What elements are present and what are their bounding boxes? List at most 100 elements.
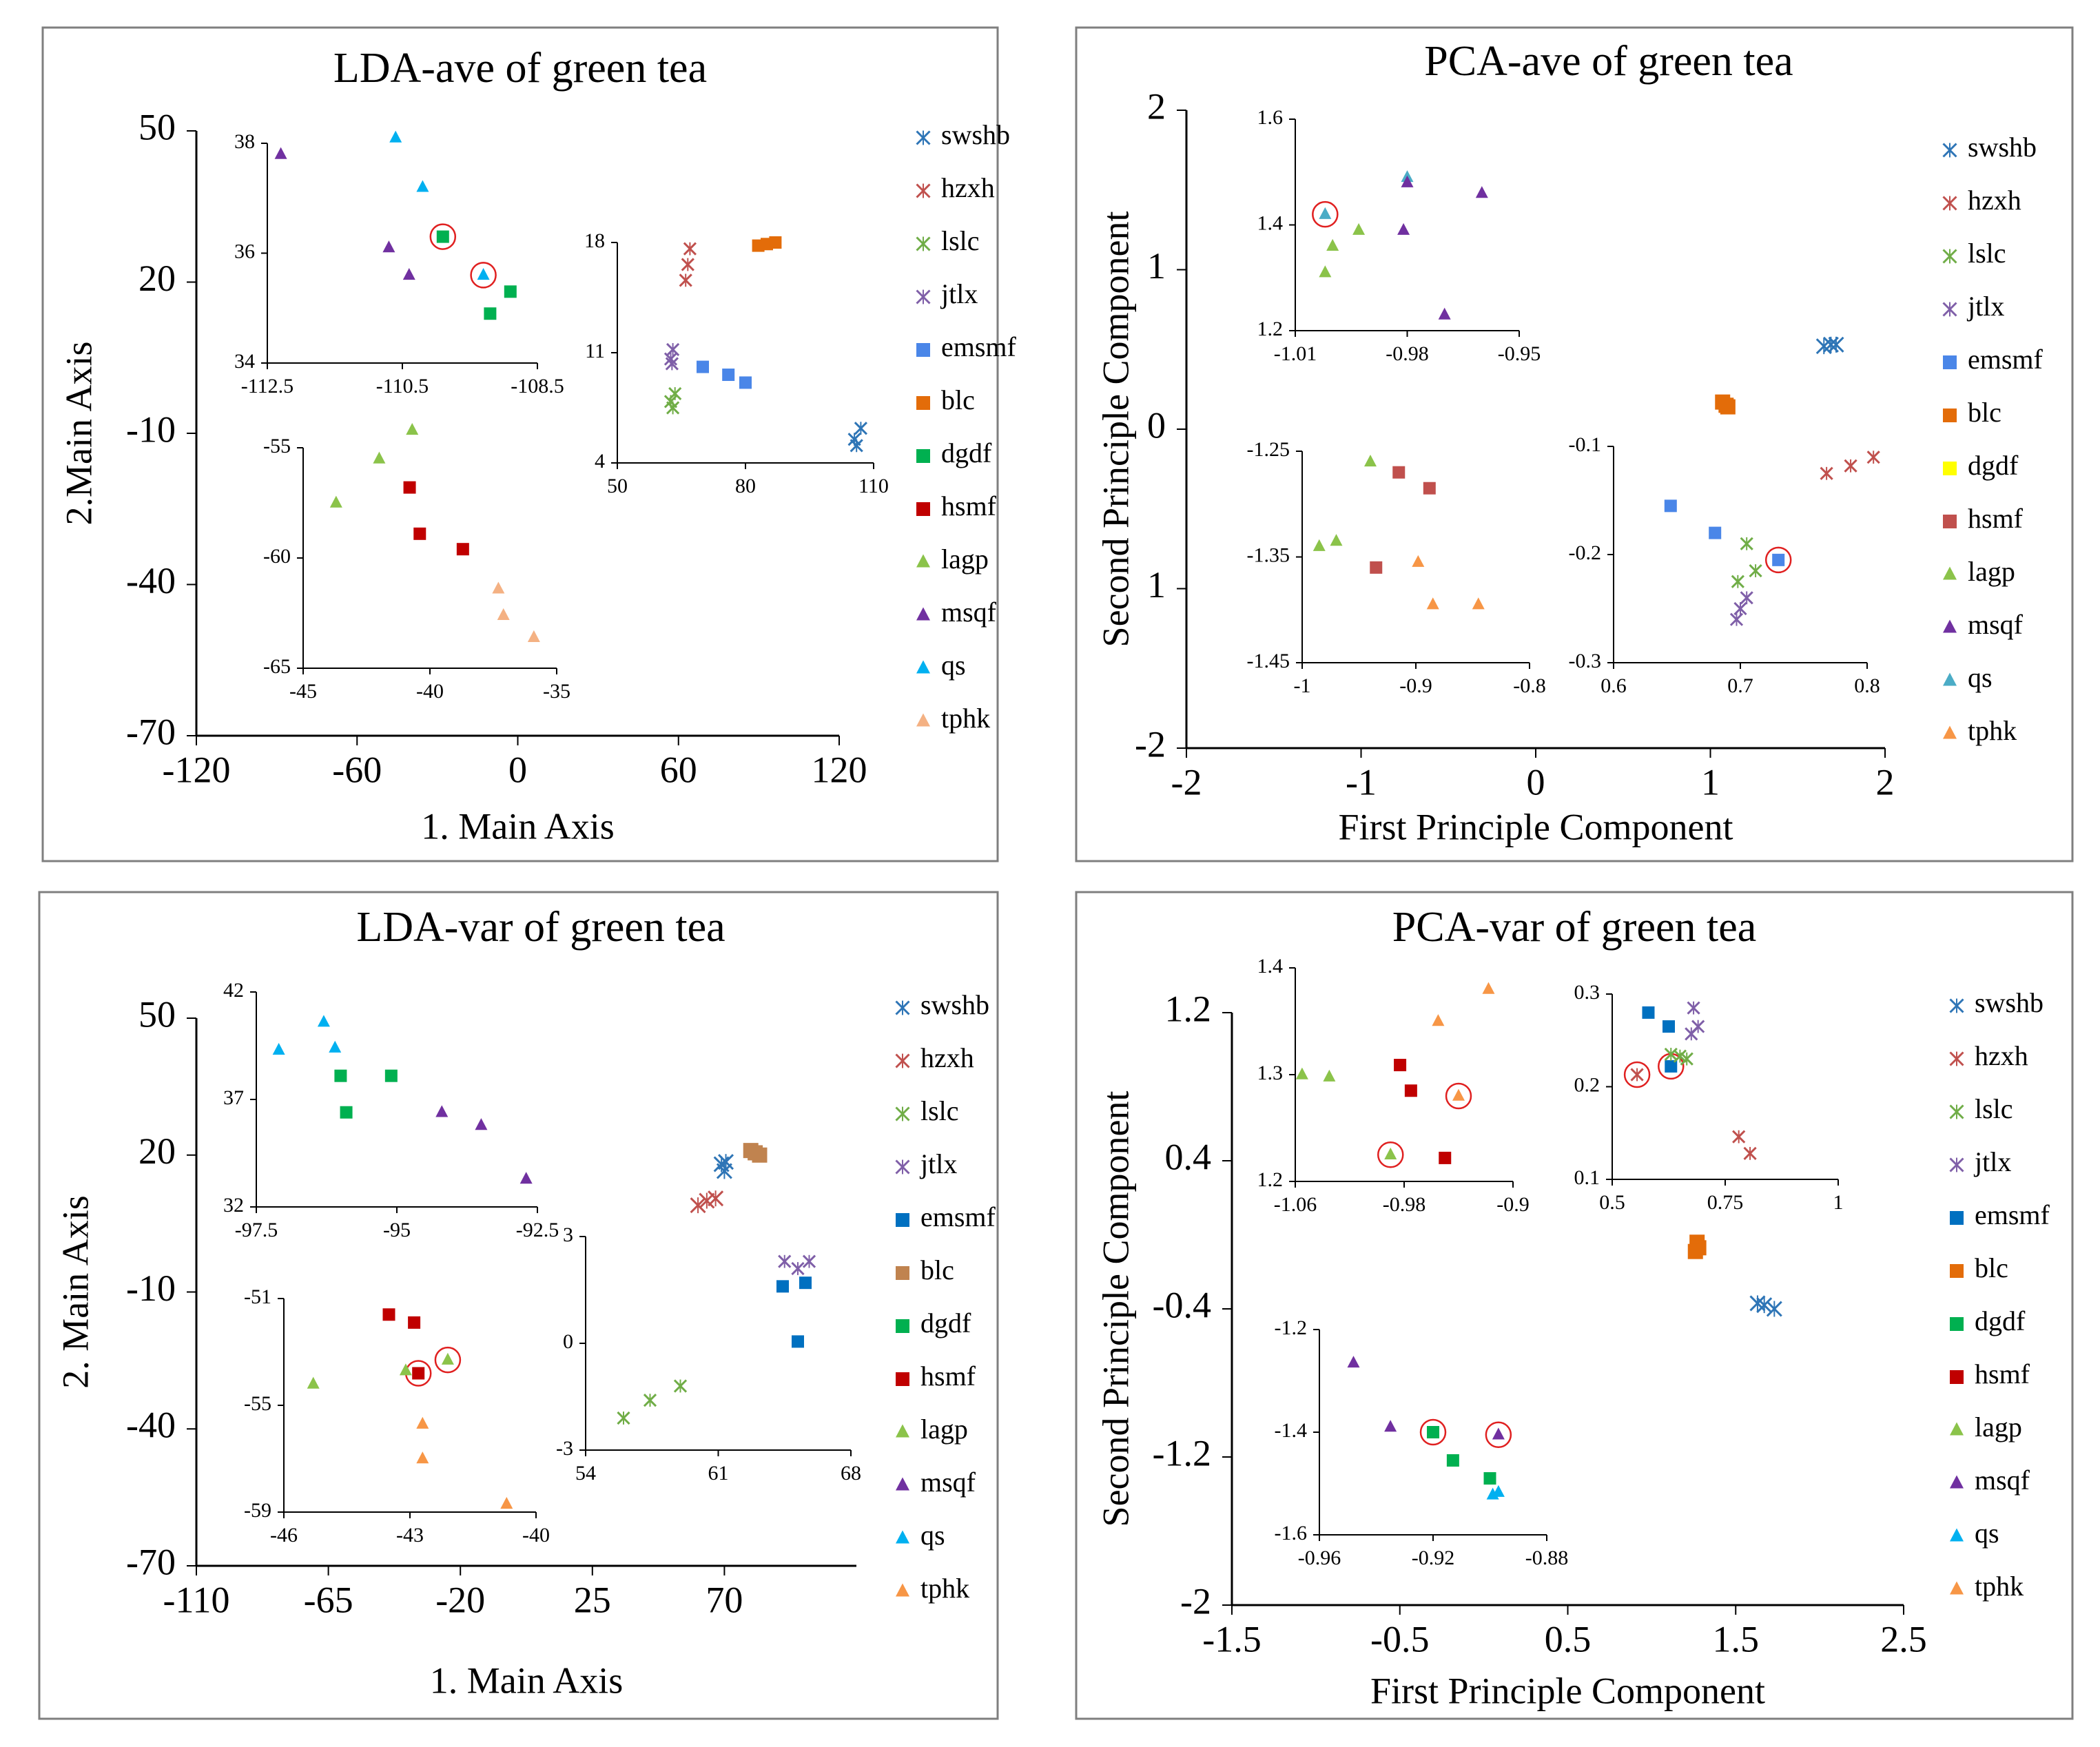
legend-label-hsmf: hsmf (920, 1361, 976, 1392)
legend-marker-emsmf (896, 1213, 909, 1227)
inset-y-tick-label: -1.45 (1247, 650, 1290, 672)
point-blc (1720, 399, 1736, 415)
highlight-circle (434, 1346, 462, 1374)
point-emsmf (1665, 1059, 1678, 1073)
legend-marker-msqf (1943, 619, 1957, 633)
inset-x-tick-label: -1.06 (1274, 1193, 1317, 1216)
inset-y-tick-label: -0.1 (1569, 433, 1602, 456)
inset-1: -1.06 -0.98 -0.9 1.4 1.3 1.2 (1257, 955, 1530, 1216)
point-emsmf (1662, 1020, 1675, 1033)
legend-marker-hzxh (895, 1053, 910, 1068)
point-qs (389, 130, 402, 143)
inset-y-tick-label: -1.6 (1275, 1522, 1308, 1544)
point-jtlx (1687, 1001, 1700, 1015)
chart-panel-4: PCA-var of green tea -1.5 -0.5 0.5 1.5 2.5 1.2… (1075, 891, 2074, 1720)
inset-y-tick-label: 36 (234, 240, 255, 262)
legend-marker-msqf (916, 607, 930, 621)
y-tick-label: -1.2 (1153, 1432, 1211, 1474)
point-hzxh (1866, 451, 1880, 464)
point-hzxh (679, 273, 692, 287)
legend-marker-hzxh (1949, 1051, 1964, 1066)
inset-y-tick-label: 37 (223, 1086, 244, 1109)
point-hsmf (382, 1308, 395, 1321)
point-hsmf (1392, 466, 1406, 479)
x-tick-label: -120 (163, 749, 231, 790)
chart-title: PCA-var of green tea (1392, 904, 1757, 951)
legend-marker-jtlx (1942, 302, 1957, 317)
inset-x-tick-label: -43 (396, 1524, 424, 1547)
inset-x-tick-label: -1 (1294, 674, 1311, 697)
y-tick-label: 20 (138, 1130, 176, 1172)
point-msqf (402, 268, 415, 280)
point-jtlx (1740, 591, 1753, 605)
inset-1: -112.5 -110.5 -108.5 38 36 34 (234, 130, 564, 397)
legend-label-msqf: msqf (1975, 1465, 2030, 1496)
point-emsmf (799, 1276, 812, 1290)
y-tick-label: 20 (138, 258, 176, 299)
panel-frame (38, 891, 999, 1720)
point-lslc (1680, 1052, 1694, 1066)
point-dgdf (1427, 1426, 1439, 1438)
main-axes: -2 -1 0 1 2 2 1 0 1 -2 First Principle Component Se… (1095, 85, 1894, 847)
point-lagp (399, 1363, 412, 1376)
chart-title: LDA-var of green tea (356, 904, 725, 951)
legend-marker-hsmf (1943, 515, 1957, 528)
x-axis-label: First Principle Component (1339, 806, 1733, 847)
point-lslc (617, 1411, 630, 1425)
point-tphk (1452, 1088, 1465, 1101)
point-hzxh (683, 242, 697, 256)
legend-marker-lslc (1942, 249, 1957, 264)
point-msqf (1347, 1356, 1360, 1368)
point-dgdf (436, 230, 449, 243)
x-tick-label: -2 (1171, 761, 1202, 803)
inset-y-tick-label: 1.4 (1257, 955, 1284, 978)
x-tick-label: 1 (1701, 761, 1720, 803)
point-hzxh (1630, 1068, 1644, 1082)
x-tick-label: 25 (574, 1579, 611, 1620)
highlight-circle (470, 262, 497, 289)
point-lslc (1740, 537, 1753, 550)
x-axis-label: 1. Main Axis (421, 805, 615, 847)
inset-y-tick-label: -51 (244, 1285, 271, 1308)
point-lslc (666, 401, 680, 415)
point-lslc (1749, 564, 1762, 578)
y-axis-label: Second Principle Component (1095, 211, 1136, 648)
legend-label-lagp: lagp (941, 544, 989, 575)
legend-marker-jtlx (916, 289, 931, 304)
legend-label-hsmf: hsmf (1975, 1358, 2030, 1389)
point-lagp (1364, 455, 1377, 467)
inset-x-tick-label: 0.7 (1727, 674, 1753, 697)
legend-label-dgdf: dgdf (920, 1307, 971, 1338)
legend-label-emsmf: emsmf (1968, 344, 2044, 375)
point-jtlx (665, 357, 679, 371)
inset-x-tick-label: 80 (735, 475, 756, 497)
point-emsmf (697, 360, 709, 373)
point-msqf (382, 240, 395, 253)
legend-marker-msqf (896, 1477, 909, 1491)
point-lagp (329, 495, 342, 508)
legend-marker-swshb (916, 130, 931, 145)
y-tick-label: 1 (1147, 245, 1166, 287)
point-hsmf (1394, 1059, 1407, 1072)
x-tick-label: 120 (812, 749, 867, 790)
point-emsmf (776, 1280, 789, 1293)
legend-label-lslc: lslc (941, 225, 980, 256)
legend-marker-blc (1950, 1264, 1964, 1278)
point-emsmf (1772, 553, 1785, 566)
inset-y-tick-label: 32 (223, 1194, 244, 1217)
inset-x-tick-label: -0.96 (1298, 1547, 1341, 1569)
point-emsmf (722, 369, 735, 381)
point-tphk (1432, 1014, 1445, 1026)
legend-marker-lagp (1950, 1422, 1964, 1436)
point-qs (1319, 207, 1332, 219)
legend: swshb hzxh lslc jtlx emsmf blc dgdf hsmf lagp msq… (1942, 132, 2044, 746)
legend-label-dgdf: dgdf (1975, 1305, 2026, 1336)
point-tphk (416, 1416, 429, 1429)
legend-marker-msqf (1950, 1475, 1964, 1489)
inset-x-tick-label: -0.9 (1496, 1193, 1530, 1216)
legend-label-lagp: lagp (1968, 556, 2015, 587)
x-tick-label: 0.5 (1545, 1618, 1592, 1660)
inset-3: -0.96 -0.92 -0.88 -1.2 -1.4 -1.6 (1275, 1316, 1569, 1569)
legend-marker-lagp (896, 1424, 909, 1438)
